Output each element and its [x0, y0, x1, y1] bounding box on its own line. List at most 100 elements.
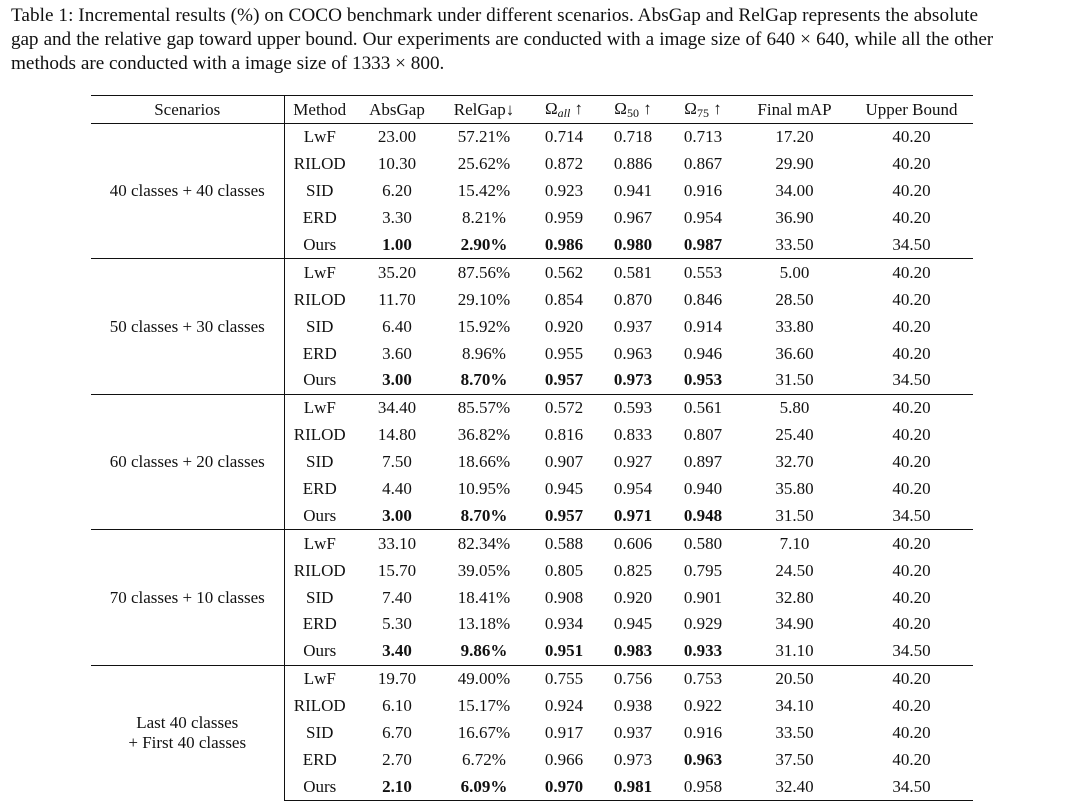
- absgap-cell: 10.30: [377, 154, 417, 174]
- upper-bound-cell: 40.20: [892, 425, 931, 445]
- final-map-cell: 33.80: [775, 316, 814, 336]
- upper-bound-cell: 40.20: [892, 154, 931, 174]
- method-cell: Ours: [303, 235, 337, 254]
- scenario-label: 50 classes + 30 classes: [109, 316, 265, 336]
- relgap-cell: 18.41%: [457, 587, 511, 607]
- omega-symbol: Ω: [544, 98, 558, 118]
- omega-all-cell: 0.923: [544, 181, 584, 201]
- omega-50-cell: 0.983: [613, 641, 653, 661]
- upper-bound-cell: 40.20: [892, 208, 931, 228]
- relgap-cell: 13.18%: [457, 614, 511, 634]
- omega-75-cell: 0.846: [683, 289, 723, 309]
- table-row: ERD 5.30 13.18% 0.934 0.945 0.929 34.90 40.20: [91, 611, 973, 638]
- absgap-cell: 34.40: [355, 393, 439, 422]
- omega-all-cell: 0.924: [544, 696, 584, 716]
- table-row: ERD 4.40 10.95% 0.945 0.954 0.940 35.80 40.20: [91, 476, 973, 503]
- scenario-group: 70 classes + 10 classes LwF 33.10 82.34% 0.5…: [91, 529, 973, 666]
- absgap-cell: 35.20: [355, 258, 439, 287]
- relgap-cell: 16.67%: [457, 723, 511, 743]
- caption-line: Table 1: Incremental results (%) on COCO…: [11, 5, 979, 26]
- omega-all-cell: 0.872: [544, 154, 584, 174]
- scenario-group: 40 classes + 40 classes LwF 23.00 57.21% 0.7…: [91, 123, 973, 259]
- table-row: 40 classes + 40 classes LwF 23.00 57.21% 0.7…: [91, 123, 973, 259]
- caption-line: gap and the relative gap toward upper bo…: [11, 29, 994, 50]
- absgap-cell: 3.40: [382, 641, 412, 661]
- omega-all-cell: 0.917: [544, 723, 584, 743]
- relgap-cell: 6.09%: [439, 773, 529, 802]
- omega-75-cell: 0.916: [683, 181, 723, 201]
- scenario-group: 50 classes + 30 classes LwF 35.20 87.56% 0.5…: [91, 258, 973, 395]
- final-map-cell: 24.50: [775, 560, 814, 580]
- upper-bound-cell: 40.20: [892, 181, 931, 201]
- omega-50-cell: 0.833: [613, 425, 653, 445]
- omega-75-cell: 0.933: [683, 641, 723, 661]
- method-cell: SID: [306, 316, 334, 336]
- omega-all-cell: 0.805: [544, 560, 584, 580]
- final-map-cell: 5.80: [739, 393, 850, 422]
- header-relgap: RelGap↓: [453, 99, 515, 119]
- omega-75-cell: 0.807: [683, 425, 723, 445]
- omega-all-cell: 0.986: [544, 235, 584, 254]
- relgap-cell: 82.34%: [439, 529, 529, 558]
- up-arrow: ↑: [713, 98, 722, 118]
- relgap-cell: 29.10%: [457, 289, 511, 309]
- omega-75-cell: 0.561: [667, 393, 739, 422]
- omega-50-cell: 0.981: [599, 773, 667, 802]
- upper-bound-cell: 40.20: [892, 723, 931, 743]
- relgap-cell: 15.17%: [457, 696, 511, 716]
- absgap-cell: 3.30: [382, 208, 412, 228]
- method-cell: LwF: [284, 529, 355, 558]
- relgap-cell: 8.70%: [460, 505, 508, 525]
- table-row: ERD 3.60 8.96% 0.955 0.963 0.946 36.60 40.20: [91, 340, 973, 367]
- final-map-cell: 31.10: [775, 641, 814, 661]
- upper-bound-cell: 34.50: [892, 505, 931, 525]
- absgap-cell: 4.40: [382, 479, 412, 499]
- omega-all-cell: 0.970: [529, 773, 599, 802]
- absgap-cell: 6.20: [382, 181, 412, 201]
- omega-50-cell: 0.593: [599, 393, 667, 422]
- scenario-cell: 50 classes + 30 classes: [91, 258, 285, 395]
- final-map-cell: 31.50: [775, 370, 814, 390]
- table-caption: Table 1: Incremental results (%) on COCO…: [11, 4, 1056, 76]
- omega-50-cell: 0.870: [613, 289, 653, 309]
- final-map-cell: 33.50: [775, 235, 814, 254]
- omega-all-cell: 0.755: [529, 664, 599, 693]
- omega-75-cell: 0.867: [683, 154, 723, 174]
- absgap-cell: 3.00: [382, 370, 412, 390]
- upper-bound-cell: 34.50: [892, 641, 931, 661]
- final-map-cell: 28.50: [775, 289, 814, 309]
- omega-all-cell: 0.955: [544, 343, 584, 363]
- table-row: 50 classes + 30 classes LwF 35.20 87.56% 0.5…: [91, 258, 973, 395]
- header-method: Method: [293, 99, 347, 119]
- final-map-cell: 36.90: [775, 208, 814, 228]
- relgap-cell: 57.21%: [457, 127, 511, 147]
- absgap-cell: 2.10: [355, 773, 439, 802]
- final-map-cell: 32.40: [739, 773, 850, 802]
- table-row: Ours 3.00 8.70% 0.957 0.973 0.953 31.50 34.50: [91, 367, 973, 394]
- relgap-cell: 25.62%: [457, 154, 511, 174]
- omega-all-cell: 0.854: [544, 289, 584, 309]
- omega-50-cell: 0.980: [613, 235, 653, 254]
- scenario-label: 70 classes + 10 classes: [109, 587, 265, 607]
- table-row: RILOD 11.70 29.10% 0.854 0.870 0.846 28.50 40.2…: [91, 286, 973, 313]
- omega-50-cell: 0.937: [613, 316, 653, 336]
- omega-75-cell: 0.753: [667, 664, 739, 693]
- omega-50-cell: 0.581: [599, 258, 667, 287]
- method-cell: SID: [306, 723, 334, 743]
- upper-bound-cell: 40.20: [892, 614, 931, 634]
- omega-50-cell: 0.973: [613, 749, 653, 769]
- omega-75-cell: 0.948: [683, 505, 723, 525]
- omega-75-cell: 0.897: [683, 452, 723, 472]
- method-cell: LwF: [284, 258, 355, 287]
- absgap-cell: 33.10: [355, 529, 439, 558]
- table-row: ERD 3.30 8.21% 0.959 0.967 0.954 36.90 40.20: [91, 205, 973, 232]
- absgap-cell: 1.00: [382, 235, 412, 254]
- table-row: Ours 3.40 9.86% 0.951 0.983 0.933 31.10 34.50: [91, 638, 973, 665]
- absgap-cell: 7.40: [382, 587, 412, 607]
- header-absgap: AbsGap: [369, 99, 425, 119]
- table-row: Ours 1.00 2.90% 0.986 0.980 0.987 33.50 34.50: [91, 232, 973, 259]
- final-map-cell: 37.50: [775, 749, 814, 769]
- absgap-cell: 3.00: [382, 505, 412, 525]
- header-omega-75: Ω75 ↑: [667, 96, 739, 124]
- omega-50-cell: 0.967: [613, 208, 653, 228]
